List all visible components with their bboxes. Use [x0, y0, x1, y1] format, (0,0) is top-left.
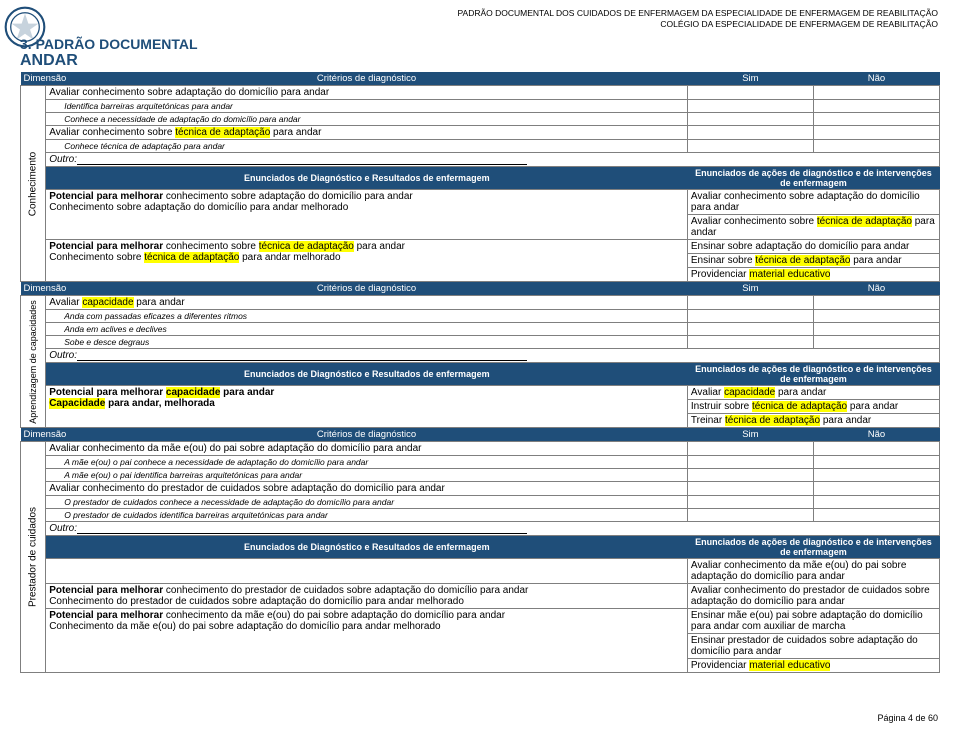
- sim-header: Sim: [687, 72, 813, 86]
- crit-text: A mãe e(ou) o pai identifica barreiras a…: [46, 469, 688, 482]
- topic-title: ANDAR: [20, 52, 940, 70]
- section-title: 3. PADRÃO DOCUMENTAL: [20, 36, 940, 52]
- sim-cell: [687, 86, 813, 100]
- crit-text: Sobe e desce degraus: [46, 336, 688, 349]
- action-result: Avaliar conhecimento do prestador de cui…: [687, 584, 939, 609]
- enun-diag-header: Enunciados de Diagnóstico e Resultados d…: [46, 536, 688, 559]
- sim-header: Sim: [687, 282, 813, 296]
- vlabel-aprendizagem: Aprendizagem de capacidades: [28, 300, 38, 424]
- document-header: PADRÃO DOCUMENTAL DOS CUIDADOS DE ENFERM…: [20, 8, 940, 30]
- crit-text: O prestador de cuidados identifica barre…: [46, 509, 688, 522]
- action-result: Instruir sobre técnica de adaptação para…: [687, 400, 939, 414]
- diag-result: Potencial para melhorar conhecimento sob…: [46, 190, 688, 240]
- crit-text: O prestador de cuidados conhece a necess…: [46, 496, 688, 509]
- nao-header: Não: [813, 428, 939, 442]
- criterios-header: Critérios de diagnóstico: [46, 282, 688, 296]
- vlabel-prestador: Prestador de cuidados: [28, 507, 39, 607]
- diag-result: [46, 559, 688, 584]
- header-line-1: PADRÃO DOCUMENTAL DOS CUIDADOS DE ENFERM…: [20, 8, 938, 19]
- outro-line: Outro:: [46, 522, 940, 536]
- crit-text: Conhece técnica de adaptação para andar: [46, 140, 688, 153]
- enun-diag-header: Enunciados de Diagnóstico e Resultados d…: [46, 363, 688, 386]
- crit-text: Identifica barreiras arquitetónicas para…: [46, 100, 688, 113]
- nao-header: Não: [813, 282, 939, 296]
- action-result: Ensinar sobre técnica de adaptação para …: [687, 254, 939, 268]
- crit-text: Avaliar conhecimento sobre técnica de ad…: [46, 126, 688, 140]
- enun-diag-header: Enunciados de Diagnóstico e Resultados d…: [46, 167, 688, 190]
- sim-header: Sim: [687, 428, 813, 442]
- vlabel-conhecimento: Conhecimento: [28, 151, 39, 215]
- dimensao-label: Dimensão: [21, 282, 46, 296]
- nao-cell: [813, 86, 939, 100]
- dimensao-label: Dimensão: [21, 72, 46, 86]
- diag-result: Potencial para melhorar capacidade para …: [46, 386, 688, 428]
- criterios-header: Critérios de diagnóstico: [46, 428, 688, 442]
- header-line-2: COLÉGIO DA ESPECIALIDADE DE ENFERMAGEM D…: [20, 19, 938, 30]
- crit-text: A mãe e(ou) o pai conhece a necessidade …: [46, 456, 688, 469]
- crit-text: Anda em aclives e declives: [46, 323, 688, 336]
- action-result: Providenciar material educativo: [687, 659, 939, 673]
- action-result: Avaliar conhecimento da mãe e(ou) do pai…: [687, 559, 939, 584]
- crit-text: Avaliar conhecimento da mãe e(ou) do pai…: [46, 442, 688, 456]
- crit-text: Avaliar capacidade para andar: [46, 296, 688, 310]
- enun-acoes-header: Enunciados de ações de diagnóstico e de …: [687, 363, 939, 386]
- outro-line: Outro:: [46, 153, 940, 167]
- action-result: Avaliar conhecimento sobre adaptação do …: [687, 190, 939, 215]
- action-result: Avaliar capacidade para andar: [687, 386, 939, 400]
- action-result: Providenciar material educativo: [687, 268, 939, 282]
- crit-text: Conhece a necessidade de adaptação do do…: [46, 113, 688, 126]
- action-result: Avaliar conhecimento sobre técnica de ad…: [687, 215, 939, 240]
- crit-text: Anda com passadas eficazes a diferentes …: [46, 310, 688, 323]
- action-result: Ensinar prestador de cuidados sobre adap…: [687, 634, 939, 659]
- enun-acoes-header: Enunciados de ações de diagnóstico e de …: [687, 167, 939, 190]
- crit-text: Avaliar conhecimento sobre adaptação do …: [46, 86, 688, 100]
- diag-result: Potencial para melhorar conhecimento do …: [46, 584, 688, 609]
- dimensao-label: Dimensão: [21, 428, 46, 442]
- page-footer: Página 4 de 60: [20, 713, 940, 723]
- crit-text: Avaliar conhecimento do prestador de cui…: [46, 482, 688, 496]
- action-result: Ensinar sobre adaptação do domicílio par…: [687, 240, 939, 254]
- action-result: Treinar técnica de adaptação para andar: [687, 414, 939, 428]
- logo-icon: [4, 6, 46, 48]
- enun-acoes-header: Enunciados de ações de diagnóstico e de …: [687, 536, 939, 559]
- diag-result: Potencial para melhorar conhecimento sob…: [46, 240, 688, 282]
- diag-result: Potencial para melhorar conhecimento da …: [46, 609, 688, 673]
- nao-header: Não: [813, 72, 939, 86]
- criterios-header: Critérios de diagnóstico: [46, 72, 688, 86]
- outro-line: Outro:: [46, 349, 940, 363]
- action-result: Ensinar mãe e(ou) pai sobre adaptação do…: [687, 609, 939, 634]
